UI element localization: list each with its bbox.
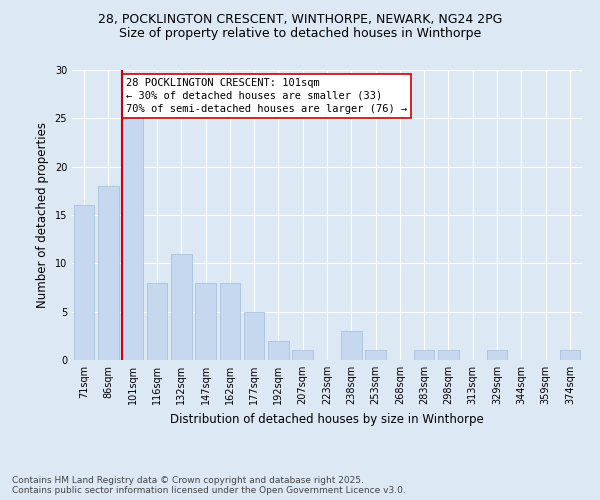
Bar [438, 350, 459, 360]
Text: 28 POCKLINGTON CRESCENT: 101sqm
← 30% of detached houses are smaller (33)
70% of: 28 POCKLINGTON CRESCENT: 101sqm ← 30% of… [126, 78, 407, 114]
Bar [414, 350, 434, 360]
Bar [341, 331, 362, 360]
Bar [292, 350, 313, 360]
Text: 28, POCKLINGTON CRESCENT, WINTHORPE, NEWARK, NG24 2PG: 28, POCKLINGTON CRESCENT, WINTHORPE, NEW… [98, 12, 502, 26]
Bar [146, 282, 167, 360]
Bar [268, 340, 289, 360]
Bar [74, 206, 94, 360]
Bar [244, 312, 265, 360]
Bar [195, 282, 216, 360]
Bar [122, 118, 143, 360]
Bar [98, 186, 119, 360]
Bar [171, 254, 191, 360]
Text: Size of property relative to detached houses in Winthorpe: Size of property relative to detached ho… [119, 28, 481, 40]
Bar [560, 350, 580, 360]
Bar [365, 350, 386, 360]
Bar [220, 282, 240, 360]
X-axis label: Distribution of detached houses by size in Winthorpe: Distribution of detached houses by size … [170, 412, 484, 426]
Y-axis label: Number of detached properties: Number of detached properties [36, 122, 49, 308]
Bar [487, 350, 508, 360]
Text: Contains HM Land Registry data © Crown copyright and database right 2025.
Contai: Contains HM Land Registry data © Crown c… [12, 476, 406, 495]
